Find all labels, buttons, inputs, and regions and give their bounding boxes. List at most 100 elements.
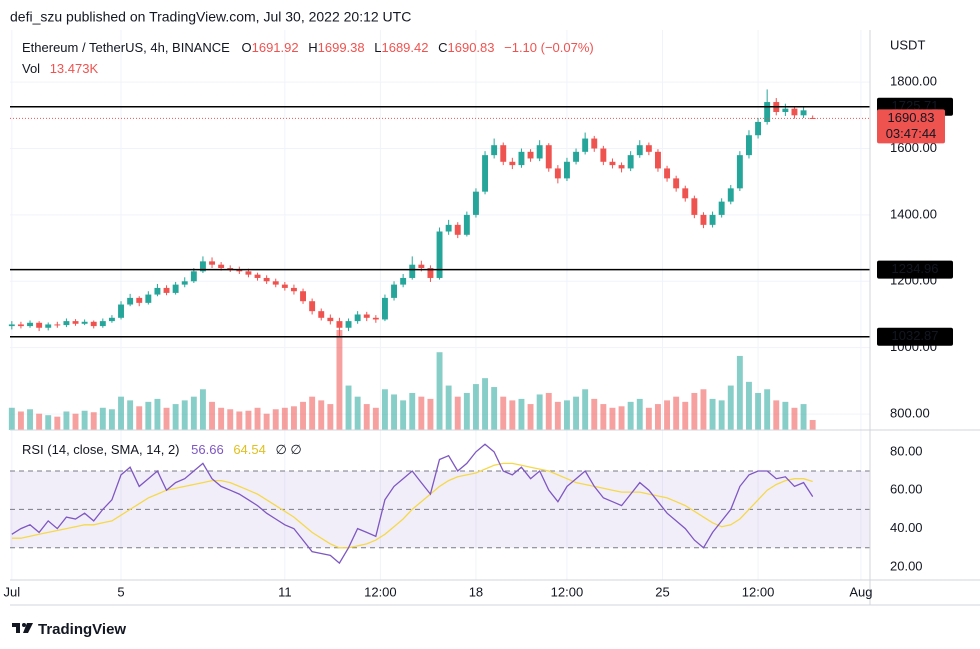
candle-body bbox=[136, 297, 143, 303]
x-tick-label: Jul bbox=[4, 584, 21, 599]
rsi-line bbox=[11, 443, 814, 565]
candle-body bbox=[381, 297, 388, 320]
candle-body bbox=[36, 322, 43, 328]
volume-bar bbox=[609, 407, 616, 430]
volume-bar bbox=[545, 392, 552, 430]
volume-bar bbox=[254, 407, 261, 430]
volume-bar bbox=[427, 398, 434, 430]
candle-body bbox=[245, 271, 252, 275]
volume-bar bbox=[36, 413, 43, 430]
candle-body bbox=[791, 108, 798, 116]
volume-bar bbox=[127, 400, 134, 430]
volume-bar bbox=[809, 420, 816, 430]
volume-bar bbox=[618, 406, 625, 430]
candle-body bbox=[536, 145, 543, 159]
candle-body bbox=[409, 264, 416, 278]
volume-bar bbox=[154, 398, 161, 430]
candle-body bbox=[491, 145, 498, 156]
volume-bar bbox=[718, 400, 725, 430]
volume-bar bbox=[72, 413, 79, 430]
volume-bar bbox=[227, 409, 234, 430]
candle-body bbox=[190, 271, 197, 282]
volume-bar bbox=[764, 389, 771, 430]
volume-bar bbox=[409, 392, 416, 430]
volume-bar bbox=[199, 389, 206, 430]
y-tick-label: 40.00 bbox=[890, 520, 923, 535]
candle-body bbox=[782, 108, 789, 112]
x-tick-label: 18 bbox=[469, 584, 483, 599]
volume-bar bbox=[136, 406, 143, 430]
candle-body bbox=[236, 269, 243, 272]
candle-body bbox=[545, 145, 552, 169]
candle-body bbox=[345, 321, 352, 328]
level-label-box bbox=[877, 260, 953, 279]
candle-body bbox=[755, 121, 762, 136]
candle-body bbox=[645, 145, 652, 152]
candle-body bbox=[472, 191, 479, 215]
volume-bar bbox=[664, 400, 671, 430]
sma-line bbox=[11, 462, 813, 549]
candle-body bbox=[227, 268, 234, 270]
candle-body bbox=[209, 261, 215, 265]
candle-body bbox=[281, 284, 288, 288]
level-label: 1032.87 bbox=[892, 328, 939, 343]
change-value: −1.10 (−0.07%) bbox=[504, 40, 594, 55]
volume-bar bbox=[63, 411, 70, 430]
volume-bar bbox=[236, 411, 243, 430]
volume-bar bbox=[509, 400, 516, 430]
volume-bar bbox=[108, 409, 115, 430]
candle-body bbox=[463, 214, 470, 235]
candle-body bbox=[709, 214, 716, 225]
volume-bar bbox=[90, 412, 97, 430]
volume-bar bbox=[400, 400, 407, 430]
volume-bar bbox=[636, 398, 643, 430]
candle-body bbox=[554, 168, 561, 179]
candle-body bbox=[300, 291, 306, 302]
candle-body bbox=[354, 314, 361, 322]
current-price-label: 1690.83 bbox=[888, 110, 935, 125]
candle-body bbox=[391, 284, 397, 298]
candle-body bbox=[509, 161, 516, 166]
candle-body bbox=[454, 224, 461, 235]
candle-body bbox=[691, 198, 698, 215]
volume-bar bbox=[54, 416, 61, 430]
volume-value: 13.473K bbox=[50, 61, 99, 76]
volume-bar bbox=[445, 385, 452, 430]
candle-body bbox=[181, 281, 188, 285]
candle-body bbox=[172, 284, 179, 293]
y-tick-label: 800.00 bbox=[890, 406, 930, 421]
volume-bar bbox=[682, 401, 689, 430]
candle-body bbox=[718, 201, 725, 215]
logo-mark bbox=[12, 623, 20, 633]
candle-body bbox=[682, 188, 689, 199]
candle-body bbox=[582, 138, 589, 152]
candle-body bbox=[636, 145, 643, 156]
candle-body bbox=[108, 317, 115, 322]
level-label-box bbox=[877, 327, 953, 346]
candle-body bbox=[600, 148, 607, 162]
x-tick-label: Aug bbox=[849, 584, 872, 599]
rsi-header: RSI (14, close, SMA, 14, 2) 56.66 64.54 … bbox=[22, 442, 302, 457]
candle-body bbox=[81, 321, 88, 324]
candle-body bbox=[809, 117, 816, 119]
x-tick-label: 12:00 bbox=[364, 584, 397, 599]
candle-body bbox=[518, 151, 525, 166]
candle-body bbox=[655, 151, 661, 169]
volume-bar bbox=[573, 396, 580, 430]
candle-body bbox=[400, 277, 407, 285]
volume-bar bbox=[673, 396, 680, 430]
marks bbox=[8, 89, 870, 565]
ohlc-label: H bbox=[308, 40, 317, 55]
candle-body bbox=[500, 145, 507, 162]
volume-bar bbox=[645, 407, 652, 430]
x-tick-label: 12:00 bbox=[551, 584, 584, 599]
volume-bar bbox=[655, 404, 661, 430]
volume-bar bbox=[591, 398, 598, 430]
ohlc-label: O bbox=[241, 40, 251, 55]
volume-bar bbox=[463, 392, 470, 430]
x-tick-label: 11 bbox=[278, 584, 292, 599]
candle-body bbox=[372, 317, 379, 320]
volume-bar bbox=[600, 404, 607, 430]
volume-bar bbox=[45, 415, 52, 430]
volume-bar bbox=[454, 396, 461, 430]
